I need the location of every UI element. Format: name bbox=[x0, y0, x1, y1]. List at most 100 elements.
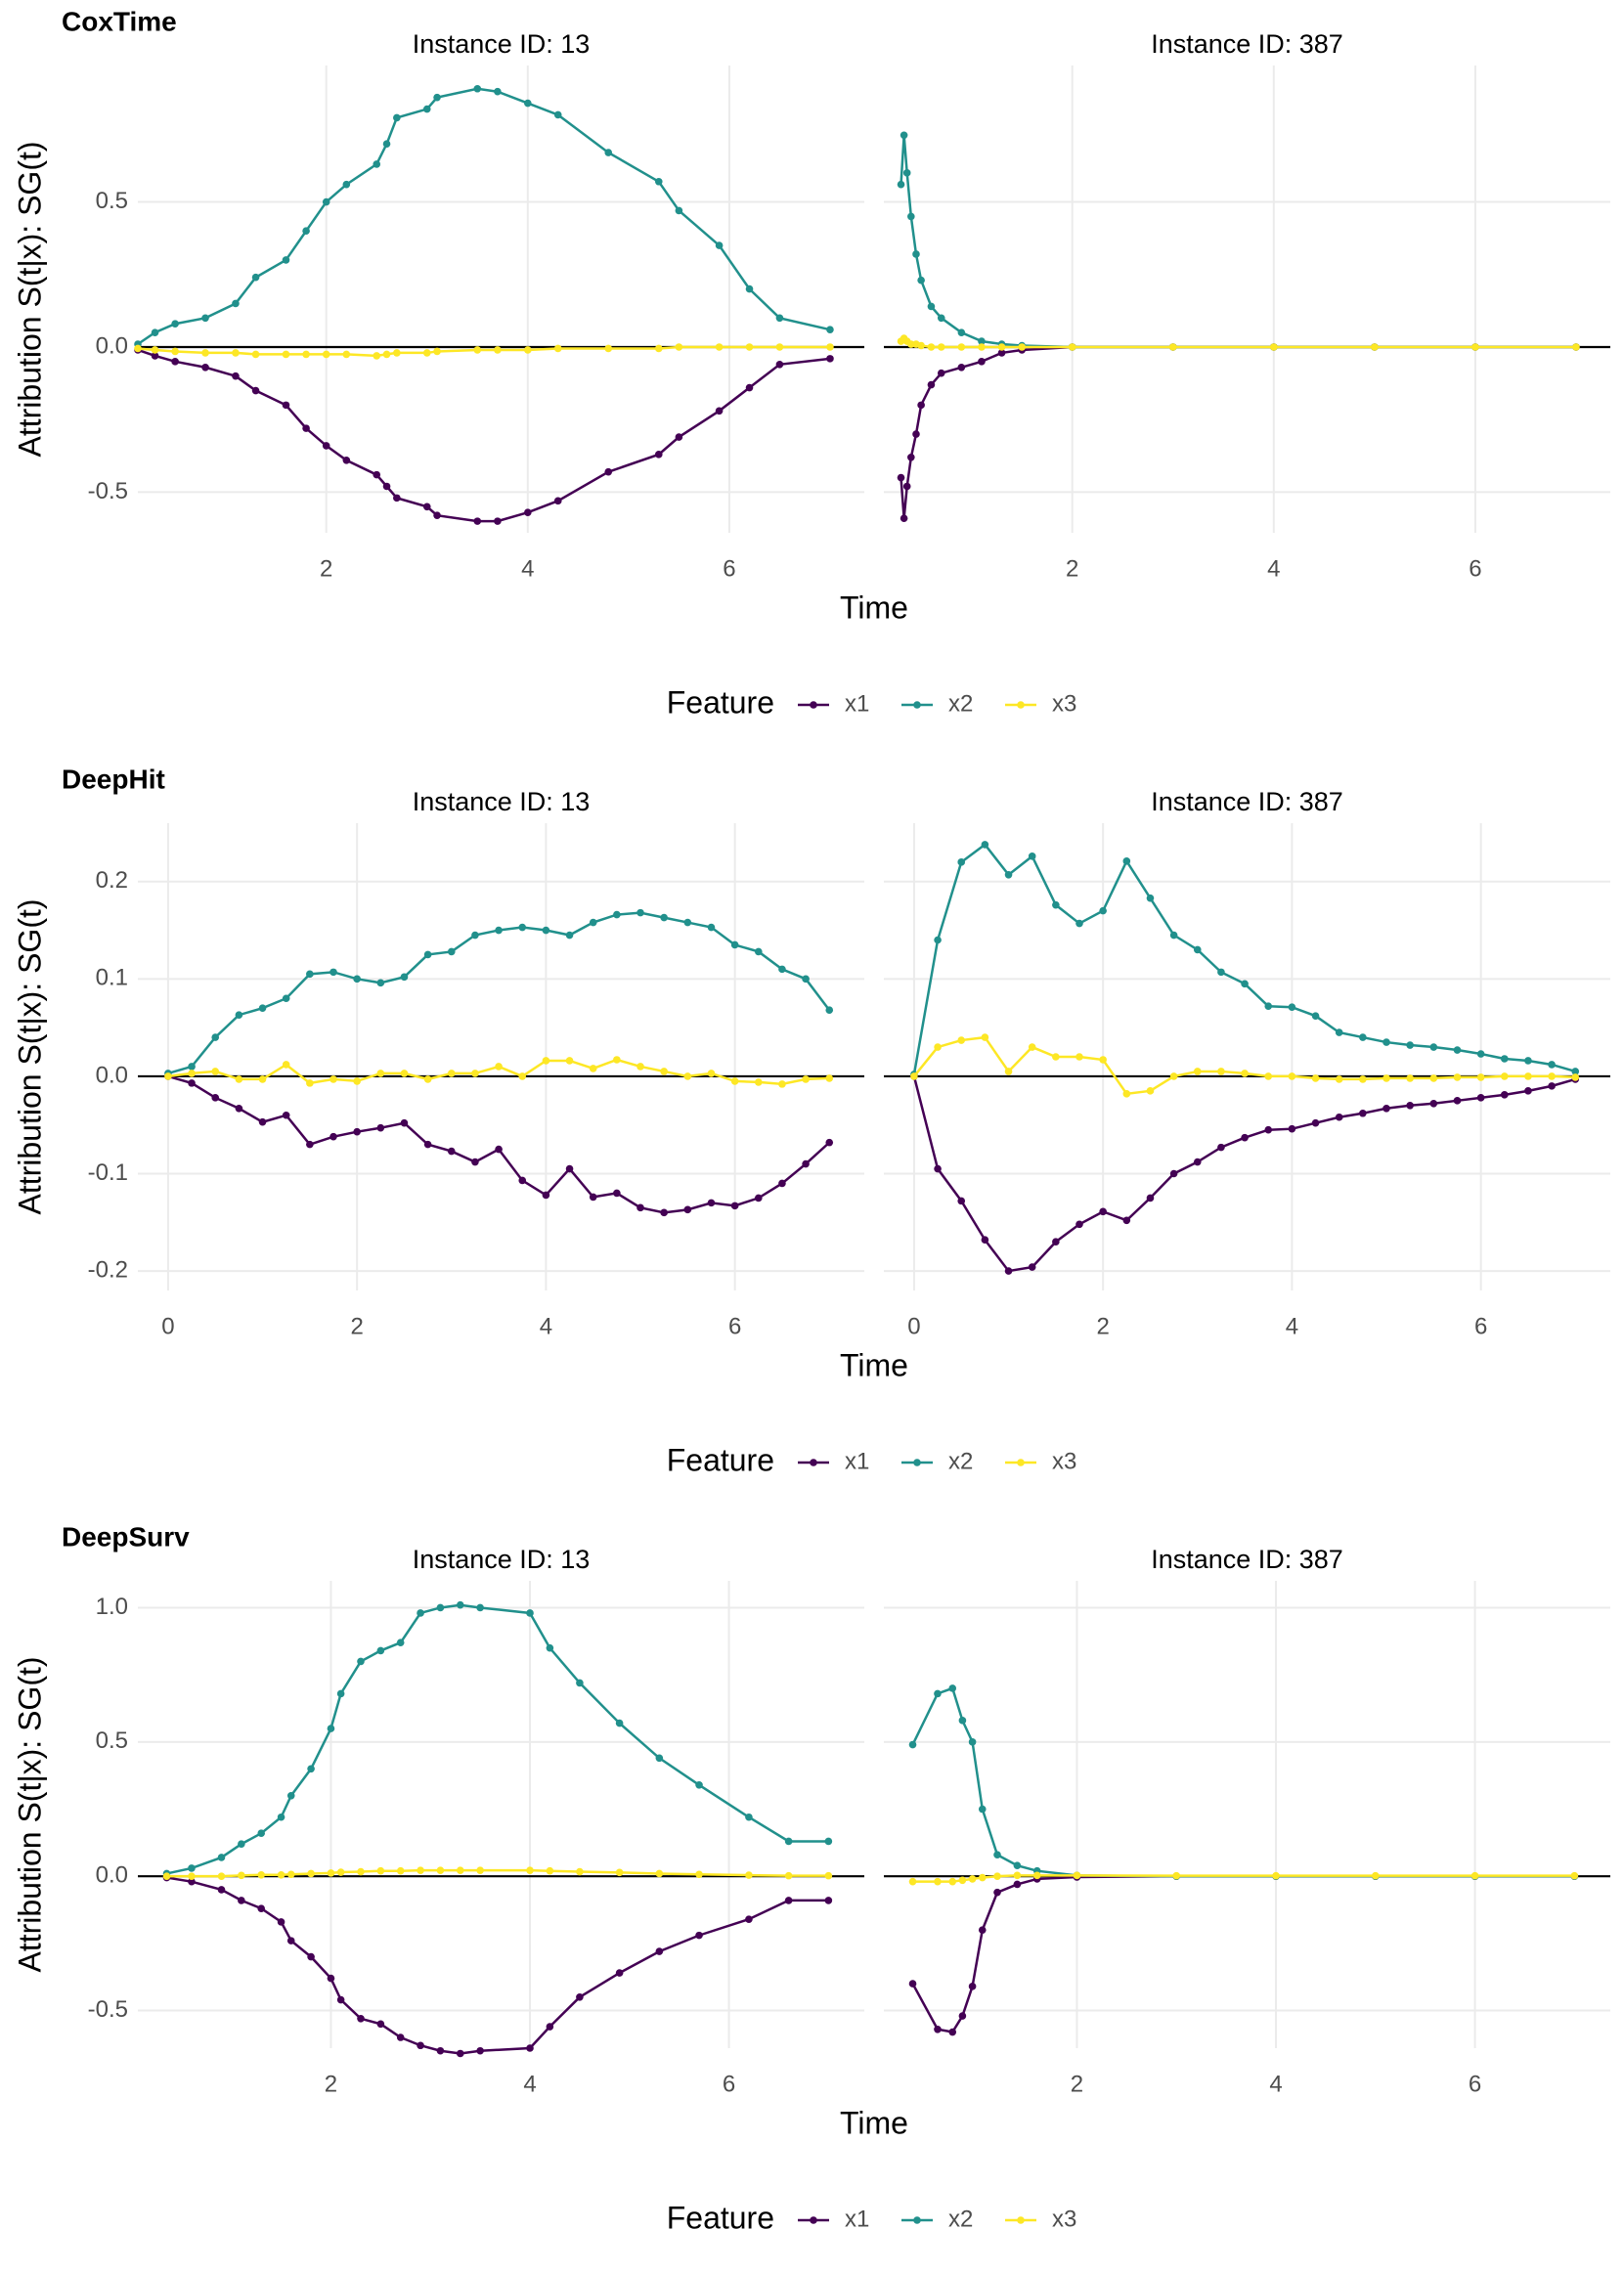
data-point bbox=[745, 343, 754, 351]
data-point bbox=[1122, 1216, 1131, 1225]
data-point bbox=[1311, 1012, 1320, 1020]
data-point bbox=[373, 160, 381, 168]
data-point bbox=[235, 1075, 243, 1083]
data-point bbox=[382, 482, 391, 491]
data-point bbox=[257, 1904, 266, 1912]
data-point bbox=[353, 1077, 361, 1085]
x-tick-label: 2 bbox=[320, 555, 332, 582]
x-tick-label: 4 bbox=[1269, 2071, 1282, 2097]
data-point bbox=[604, 467, 613, 476]
data-point bbox=[1032, 1871, 1041, 1880]
data-point bbox=[1572, 343, 1580, 351]
data-point bbox=[958, 1717, 967, 1725]
y-tick-label: -0.2 bbox=[88, 1256, 128, 1283]
data-point bbox=[417, 1609, 424, 1617]
data-point bbox=[1288, 1003, 1296, 1012]
data-point bbox=[897, 473, 905, 482]
data-point bbox=[329, 1075, 337, 1083]
data-point bbox=[1004, 1267, 1013, 1275]
legend-key bbox=[810, 701, 817, 709]
data-point bbox=[353, 975, 361, 984]
data-point bbox=[151, 352, 159, 360]
data-point bbox=[282, 350, 290, 359]
data-point bbox=[494, 87, 502, 96]
data-point bbox=[825, 1074, 834, 1082]
data-point bbox=[675, 343, 683, 351]
data-point bbox=[151, 346, 159, 354]
data-point bbox=[615, 1719, 624, 1727]
data-point bbox=[997, 349, 1006, 357]
data-point bbox=[754, 1194, 763, 1202]
data-point bbox=[553, 344, 562, 353]
data-point bbox=[1371, 343, 1379, 351]
legend-title: Feature bbox=[667, 1442, 774, 1477]
data-point bbox=[784, 1871, 793, 1880]
data-point bbox=[1013, 1871, 1022, 1880]
data-point bbox=[589, 1065, 597, 1072]
series-line bbox=[912, 843, 1576, 1075]
data-point bbox=[306, 1140, 314, 1149]
data-point bbox=[660, 913, 668, 922]
data-point bbox=[238, 1871, 245, 1880]
data-point bbox=[327, 1725, 335, 1732]
data-point bbox=[542, 1191, 550, 1200]
legend-key bbox=[913, 2216, 921, 2224]
data-point bbox=[707, 923, 716, 932]
data-point bbox=[937, 314, 945, 323]
data-point bbox=[376, 1123, 385, 1132]
data-point bbox=[1335, 1113, 1343, 1121]
data-point bbox=[1146, 1087, 1155, 1095]
x-tick-label: 2 bbox=[1071, 2071, 1083, 2097]
data-point bbox=[1075, 1053, 1083, 1061]
x-tick-label: 4 bbox=[1267, 555, 1280, 582]
data-point bbox=[654, 177, 663, 186]
data-point bbox=[211, 1094, 220, 1102]
data-point bbox=[775, 361, 784, 369]
data-point bbox=[553, 497, 562, 505]
data-point bbox=[329, 968, 337, 977]
data-point bbox=[900, 131, 908, 140]
data-point bbox=[473, 346, 482, 354]
data-point bbox=[1429, 1074, 1438, 1082]
data-point bbox=[1169, 931, 1178, 940]
data-point bbox=[1264, 1072, 1273, 1080]
data-point bbox=[784, 1837, 793, 1846]
data-point bbox=[307, 1765, 315, 1773]
data-point bbox=[433, 347, 441, 356]
data-point bbox=[1193, 945, 1202, 954]
data-point bbox=[1371, 1871, 1380, 1880]
data-point bbox=[754, 947, 763, 956]
x-tick-label: 4 bbox=[521, 555, 534, 582]
legend-key bbox=[810, 1459, 817, 1466]
data-point bbox=[436, 1866, 445, 1874]
legend-title: Feature bbox=[667, 2200, 774, 2235]
series-line bbox=[167, 1074, 831, 1214]
legend-key bbox=[1017, 2216, 1025, 2224]
x-tick-label: 6 bbox=[1469, 555, 1481, 582]
data-point bbox=[565, 1057, 574, 1065]
data-point bbox=[1075, 919, 1083, 928]
data-point bbox=[546, 2023, 554, 2031]
data-point bbox=[282, 256, 290, 264]
data-point bbox=[232, 299, 240, 308]
data-point bbox=[1073, 1871, 1081, 1880]
data-point bbox=[357, 1657, 365, 1666]
data-point bbox=[957, 328, 966, 336]
data-point bbox=[993, 1888, 1001, 1897]
data-point bbox=[1524, 1072, 1532, 1080]
data-point bbox=[336, 1689, 345, 1698]
y-tick-label: -0.5 bbox=[88, 478, 128, 504]
series-line bbox=[912, 1035, 1576, 1096]
data-point bbox=[1270, 343, 1278, 351]
data-point bbox=[934, 1689, 942, 1698]
x-tick-label: 2 bbox=[1066, 555, 1078, 582]
data-point bbox=[376, 979, 385, 987]
data-point bbox=[1004, 1068, 1013, 1075]
data-point bbox=[518, 1176, 527, 1185]
data-point bbox=[235, 1104, 243, 1113]
data-point bbox=[286, 1791, 295, 1800]
data-point bbox=[376, 1866, 385, 1875]
data-point bbox=[613, 1056, 621, 1064]
data-point bbox=[217, 1854, 226, 1861]
data-point bbox=[282, 994, 290, 1003]
